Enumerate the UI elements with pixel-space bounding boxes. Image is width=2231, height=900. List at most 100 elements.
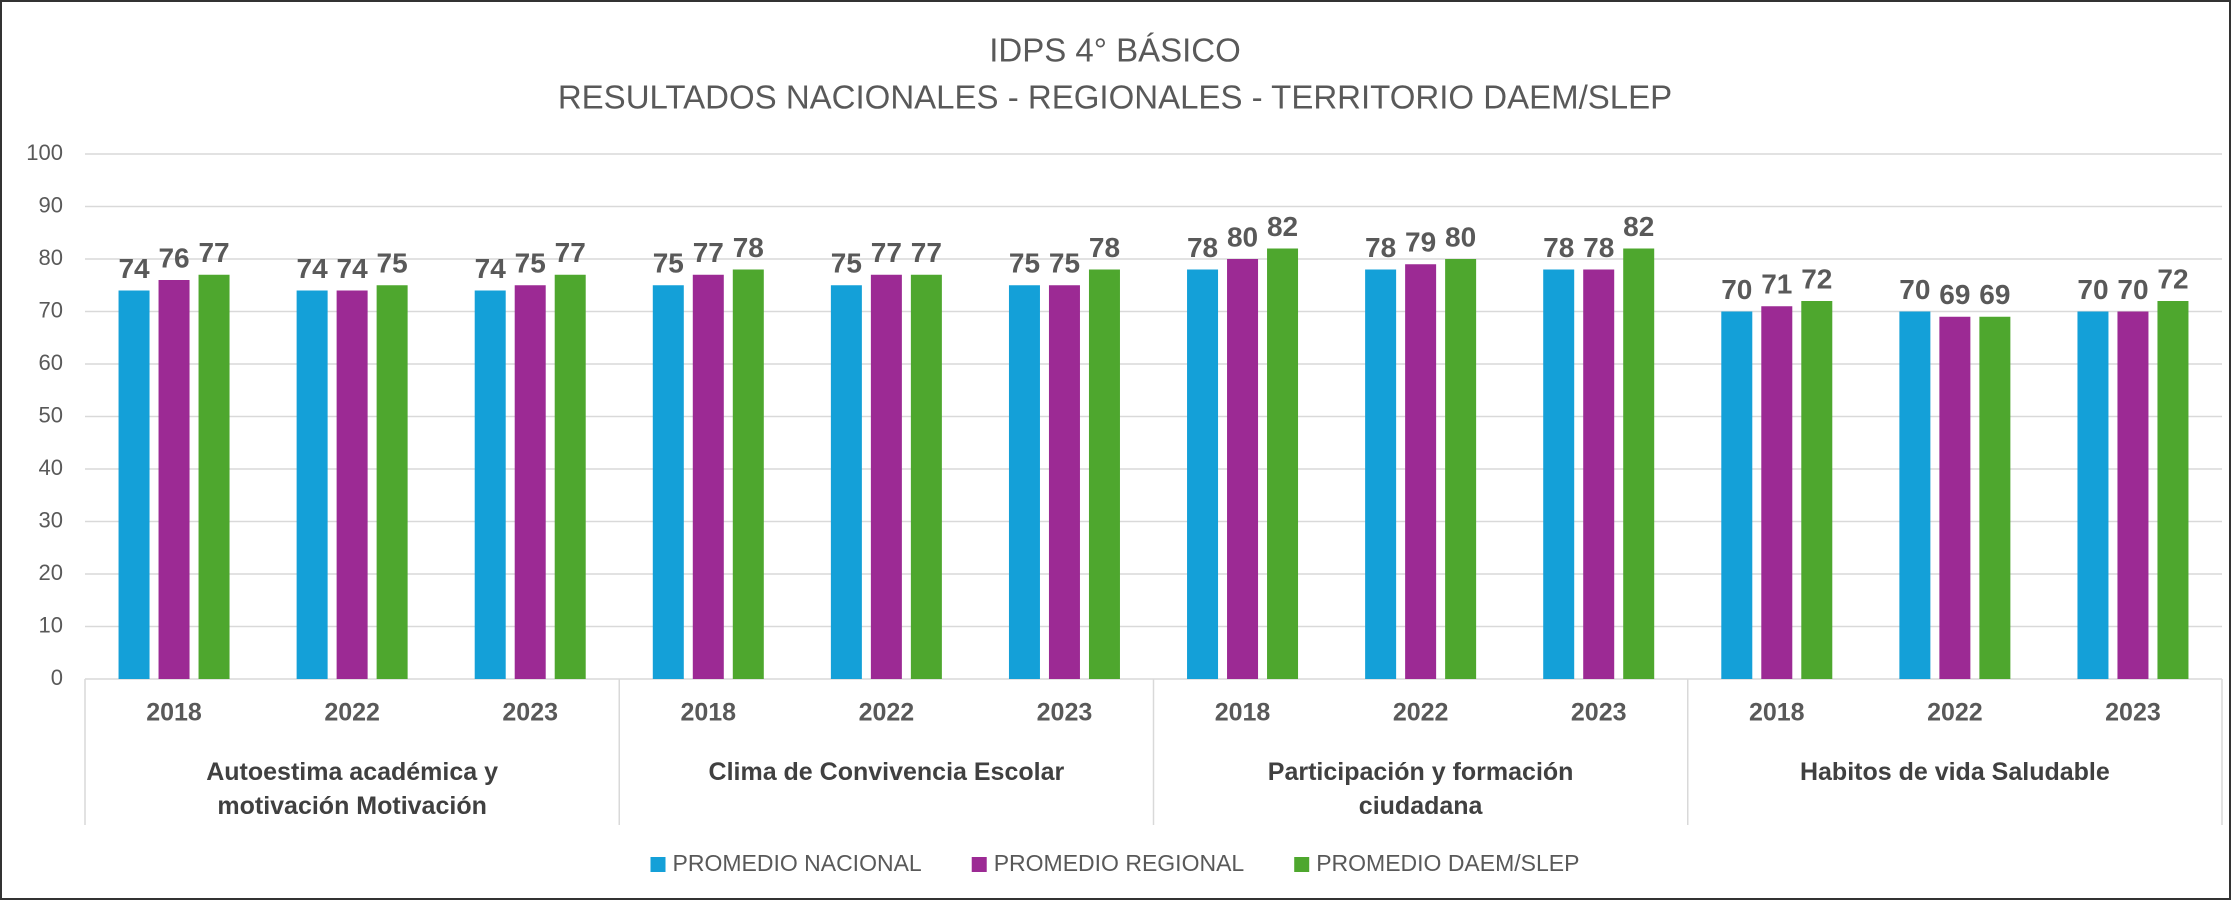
bar	[2077, 311, 2109, 679]
data-label: 74	[337, 253, 369, 284]
y-tick-label: 90	[39, 192, 63, 217]
bar	[1583, 269, 1615, 679]
bar	[474, 290, 506, 679]
data-label: 80	[1227, 221, 1258, 252]
data-label: 70	[2117, 274, 2148, 305]
x-tick-label: 2022	[1927, 699, 1983, 727]
data-label: 71	[1761, 269, 1792, 300]
data-label: 75	[515, 248, 546, 279]
legend-swatch	[650, 857, 666, 872]
x-tick-label: 2018	[1215, 699, 1271, 727]
y-tick-label: 30	[39, 507, 63, 532]
bar	[1405, 264, 1437, 679]
legend-label: PROMEDIO NACIONAL	[673, 850, 922, 876]
data-label: 70	[1721, 274, 1752, 305]
y-tick-label: 20	[39, 560, 63, 585]
data-label: 75	[1049, 248, 1080, 279]
bar	[910, 274, 942, 679]
bar	[1979, 316, 2011, 679]
bar	[1543, 269, 1575, 679]
data-label: 78	[1089, 232, 1120, 263]
bar	[692, 274, 724, 679]
x-tick-label: 2018	[1749, 699, 1805, 727]
bar	[1088, 269, 1120, 679]
group-label: Habitos de vida Saludable	[1799, 758, 2110, 786]
data-label: 69	[1979, 279, 2010, 310]
data-label: 70	[2077, 274, 2108, 305]
bar	[198, 274, 230, 679]
y-tick-label: 60	[39, 350, 63, 375]
bar	[158, 280, 190, 679]
bar	[1939, 316, 1971, 679]
x-tick-label: 2022	[1393, 699, 1449, 727]
y-tick-label: 80	[39, 245, 63, 270]
x-tick-label: 2022	[324, 699, 380, 727]
data-label: 75	[831, 248, 862, 279]
data-label: 74	[118, 253, 150, 284]
data-label: 75	[653, 248, 684, 279]
data-label: 74	[297, 253, 329, 284]
data-label: 78	[1187, 232, 1218, 263]
x-tick-label: 2018	[680, 699, 736, 727]
group-label: Autoestima académica y motivación Motiva…	[206, 758, 499, 820]
data-label: 78	[1365, 232, 1396, 263]
chart-subtitle: RESULTADOS NACIONALES - REGIONALES - TER…	[558, 79, 1672, 116]
bar	[1623, 248, 1655, 679]
bar	[1008, 285, 1040, 679]
data-label: 70	[1899, 274, 1930, 305]
bar	[1721, 311, 1753, 679]
y-tick-label: 10	[39, 612, 63, 637]
legend-label: PROMEDIO DAEM/SLEP	[1316, 850, 1579, 876]
bar	[2117, 311, 2149, 679]
data-label: 76	[158, 242, 189, 273]
bar	[1899, 311, 1931, 679]
bar	[1445, 259, 1477, 679]
x-tick-label: 2022	[859, 699, 915, 727]
data-label: 80	[1445, 221, 1476, 252]
data-label: 77	[911, 237, 942, 268]
legend-label: PROMEDIO REGIONAL	[994, 850, 1245, 876]
bar	[1761, 306, 1793, 679]
bar	[1227, 259, 1259, 679]
data-label: 78	[1543, 232, 1574, 263]
bar	[514, 285, 546, 679]
legend-swatch	[1294, 857, 1310, 872]
x-tick-label: 2023	[1037, 699, 1093, 727]
bar	[336, 290, 368, 679]
x-tick-label: 2023	[1571, 699, 1627, 727]
bar	[830, 285, 862, 679]
chart-title: IDPS 4° BÁSICO	[989, 32, 1241, 69]
data-label: 77	[693, 237, 724, 268]
bar	[1048, 285, 1080, 679]
y-tick-label: 100	[26, 140, 63, 165]
data-label: 77	[555, 237, 586, 268]
y-tick-label: 50	[39, 402, 63, 427]
data-label: 74	[475, 253, 507, 284]
bar	[870, 274, 902, 679]
x-tick-label: 2023	[502, 699, 558, 727]
group-label: Clima de Convivencia Escolar	[708, 758, 1065, 786]
group-label: Participación y formación ciudadana	[1267, 758, 1574, 820]
bar	[732, 269, 764, 679]
bar	[118, 290, 150, 679]
data-label: 75	[1009, 248, 1040, 279]
data-label: 79	[1405, 227, 1436, 258]
data-label: 72	[1801, 263, 1832, 294]
data-label: 78	[733, 232, 764, 263]
legend-swatch	[971, 857, 987, 872]
bar	[1801, 301, 1833, 679]
data-label: 72	[2157, 263, 2188, 294]
x-tick-label: 2023	[2105, 699, 2161, 727]
data-label: 77	[871, 237, 902, 268]
y-tick-label: 70	[39, 297, 63, 322]
bar	[554, 274, 586, 679]
data-label: 75	[377, 248, 408, 279]
bar	[296, 290, 328, 679]
bar	[2157, 301, 2189, 679]
bar	[1187, 269, 1219, 679]
bar	[1267, 248, 1299, 679]
bar	[376, 285, 408, 679]
bar	[652, 285, 684, 679]
data-label: 82	[1623, 211, 1654, 242]
